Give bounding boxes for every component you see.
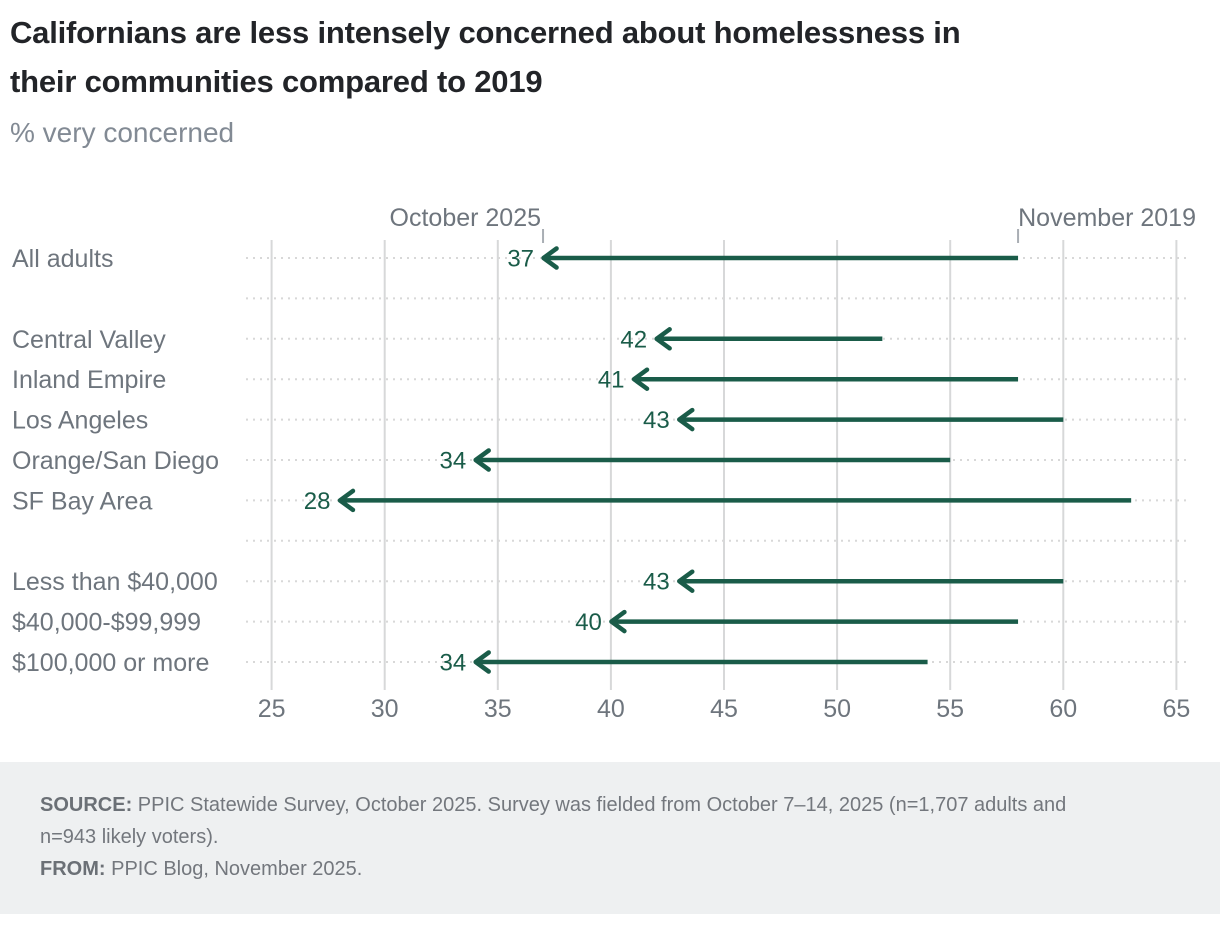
x-tick-label: 25 [258, 695, 286, 723]
row-label: Less than $40,000 [12, 568, 218, 596]
chart-title: Californians are less intensely concerne… [10, 8, 1200, 106]
source-footer: SOURCE: PPIC Statewide Survey, October 2… [0, 762, 1220, 914]
arrow-head [609, 609, 627, 634]
x-tick-label: 35 [484, 695, 512, 723]
row-label: Inland Empire [12, 366, 166, 394]
arrow-head [473, 448, 491, 472]
row-label: SF Bay Area [12, 487, 152, 515]
arrow-head [677, 407, 695, 432]
x-tick-label: 45 [710, 695, 738, 723]
value-label: 41 [598, 367, 625, 394]
x-tick-label: 40 [597, 695, 625, 723]
arrow-head [473, 650, 491, 674]
x-tick-label: 30 [371, 695, 399, 723]
value-label: 43 [643, 407, 670, 434]
arrow-head [631, 367, 650, 391]
row-label: Los Angeles [12, 407, 148, 435]
chart-title-line1: Californians are less intensely concerne… [10, 15, 961, 50]
source-label: SOURCE: [40, 794, 133, 816]
x-tick-label: 65 [1162, 695, 1190, 723]
annotation-label: November 2019 [1018, 204, 1196, 232]
row-label: Orange/San Diego [12, 447, 219, 475]
value-label: 40 [575, 609, 602, 636]
from-line: FROM: PPIC Blog, November 2025. [40, 853, 1170, 885]
row-label: Central Valley [12, 326, 166, 354]
row-label: $40,000-$99,999 [12, 609, 201, 637]
annotation-label: October 2025 [390, 204, 542, 232]
row-label: All adults [12, 245, 113, 273]
from-text: PPIC Blog, November 2025. [111, 858, 363, 880]
row-label: $100,000 or more [12, 649, 209, 677]
arrow-head [677, 569, 695, 593]
x-tick-label: 50 [823, 695, 851, 723]
x-tick-label: 55 [936, 695, 964, 723]
x-tick-label: 60 [1049, 695, 1077, 723]
arrow-head [337, 488, 356, 513]
source-line-1: SOURCE: PPIC Statewide Survey, October 2… [40, 789, 1170, 821]
value-label: 34 [439, 448, 466, 475]
value-label: 43 [643, 569, 670, 596]
dumbbell-arrow-chart: All adults 37 Central Valley 42 Inland Empir… [12, 204, 1196, 723]
value-label: 28 [304, 488, 331, 515]
source-text-1: PPIC Statewide Survey, October 2025. Sur… [137, 794, 1067, 816]
value-label: 37 [507, 246, 534, 273]
arrow-head [654, 327, 672, 351]
from-label: FROM: [40, 858, 106, 880]
chart-subtitle: % very concerned [10, 117, 235, 148]
value-label: 34 [439, 650, 466, 677]
source-line-2: n=943 likely voters). [40, 826, 219, 848]
value-label: 42 [620, 326, 647, 353]
arrow-head [541, 246, 559, 270]
chart-title-line2: their communities compared to 2019 [10, 64, 543, 99]
